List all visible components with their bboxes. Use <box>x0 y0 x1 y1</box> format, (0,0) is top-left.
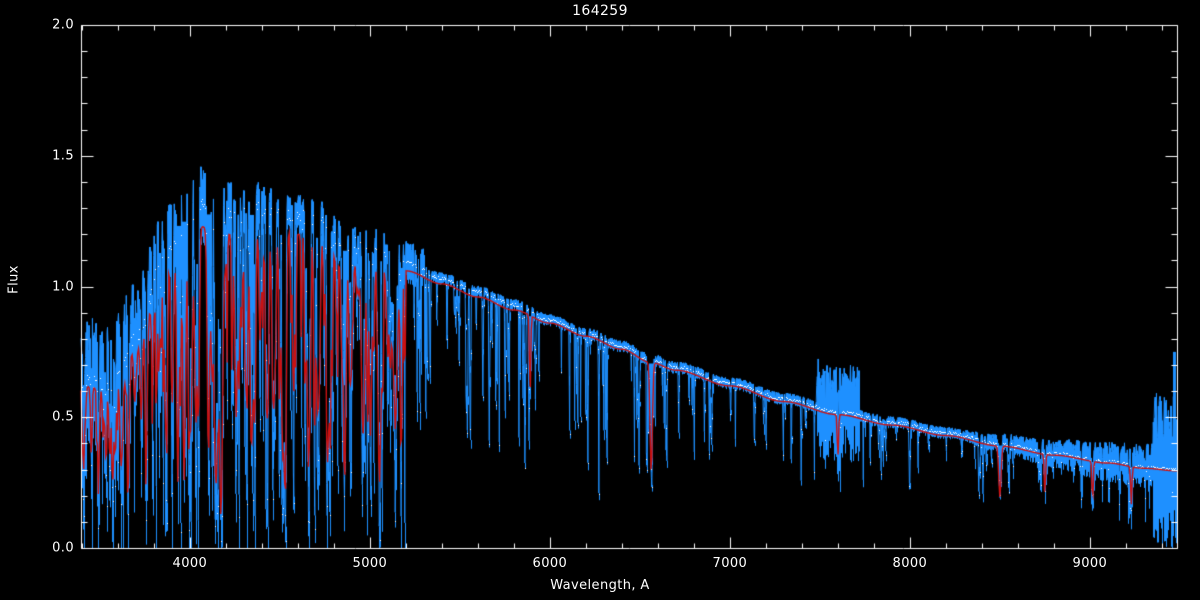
x-tick-label: 7000 <box>712 556 748 571</box>
x-tick-label: 6000 <box>532 556 568 571</box>
y-tick-label: 0.5 <box>52 409 74 425</box>
y-tick-label: 2.0 <box>52 17 74 33</box>
y-axis-label: Flux <box>6 265 22 294</box>
x-tick-label: 8000 <box>892 556 928 571</box>
y-tick-label: 1.0 <box>52 279 74 294</box>
plot-title: 164259 <box>572 3 628 19</box>
y-tick-label: 0.0 <box>52 540 74 556</box>
x-tick-label: 4000 <box>172 556 208 571</box>
x-tick-label: 9000 <box>1072 556 1108 571</box>
x-axis-label: Wavelength, A <box>550 578 650 593</box>
x-tick-label: 5000 <box>352 556 388 571</box>
y-tick-label: 1.5 <box>52 148 74 164</box>
